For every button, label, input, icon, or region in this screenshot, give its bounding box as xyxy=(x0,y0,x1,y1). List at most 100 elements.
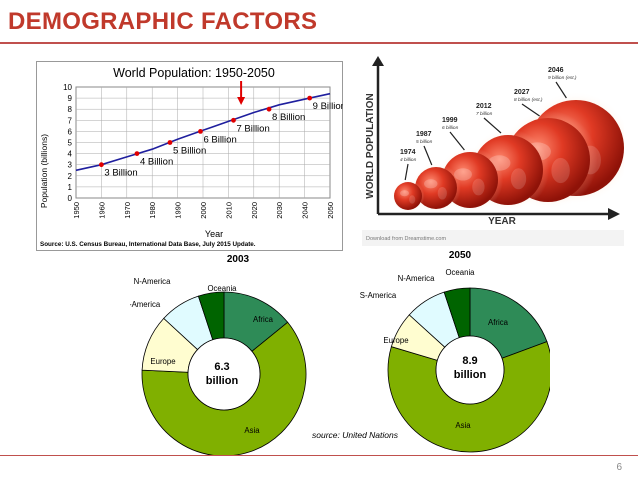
donut-slice-label: Europe xyxy=(150,357,175,366)
globe-x-axis-label: YEAR xyxy=(488,216,517,227)
donut-center-unit: billion xyxy=(206,375,239,387)
line-chart-x-tick-label: 2050 xyxy=(326,202,335,219)
globe-population-label: 8 billion (est.) xyxy=(514,97,543,103)
globe-year-label: 2012 xyxy=(476,103,492,110)
globe-population-label: 6 billion xyxy=(442,125,459,131)
donut-slice-label: S-America xyxy=(130,300,161,309)
line-chart-milestone-label: 9 Billion xyxy=(313,101,343,112)
line-chart-y-tick-label: 2 xyxy=(68,172,73,181)
line-chart-milestone-point xyxy=(307,95,313,101)
donut-chart-title: 2050 xyxy=(449,250,472,261)
globe-pointer-arrow xyxy=(555,81,567,99)
globe-pointer-arrow xyxy=(521,103,540,117)
line-chart-panel: World Population: 1950-2050 Population (… xyxy=(36,61,346,251)
line-chart-milestone-point xyxy=(198,129,203,134)
line-chart-milestone-point xyxy=(167,140,173,145)
donut-slice-label: Europe xyxy=(383,336,408,345)
line-chart-milestone-point xyxy=(99,162,104,168)
line-chart-y-tick-label: 5 xyxy=(68,139,73,148)
line-chart-y-tick-label: 1 xyxy=(68,183,73,192)
globe-population-label: 5 billion xyxy=(416,139,433,145)
line-chart-x-axis-label: Year xyxy=(205,229,223,239)
globe-watermark: Download from Dreamstime.com xyxy=(366,236,446,242)
line-chart-y-ticks: 0 1 2 3 4 5 6 7 8 9 10 xyxy=(63,83,72,203)
line-chart-series-line xyxy=(75,92,331,172)
line-chart-milestone-point xyxy=(266,106,272,112)
line-chart-source: Source: U.S. Census Bureau, Internationa… xyxy=(40,241,256,248)
line-chart-y-axis-label: Population (billions) xyxy=(39,134,49,208)
donut-slice-label: S-America xyxy=(360,291,397,300)
line-chart-x-tick-label: 2010 xyxy=(224,202,233,219)
footer-divider xyxy=(0,455,638,456)
arrow-head-icon xyxy=(237,97,246,105)
line-chart-x-tick-label: 2000 xyxy=(199,202,208,219)
globe-population-label: 9 billion (est.) xyxy=(548,75,577,81)
line-chart-title: World Population: 1950-2050 xyxy=(113,66,275,80)
donut-center-value: 6.3 xyxy=(214,361,229,373)
line-chart-y-tick-label: 3 xyxy=(68,161,73,170)
line-chart-y-tick-label: 9 xyxy=(68,94,73,103)
globe-y-axis-label: WORLD POPULATION xyxy=(365,93,376,198)
line-chart-y-tick-label: 7 xyxy=(68,116,73,125)
slide-title: DEMOGRAPHIC FACTORS xyxy=(8,8,318,35)
donut-slice-label: Oceania xyxy=(445,268,475,277)
donut-slice-label: Africa xyxy=(253,315,274,324)
line-chart-x-tick-label: 2040 xyxy=(301,202,310,219)
line-chart-milestone-label: 3 Billion xyxy=(104,168,137,179)
globe-year-label: 2027 xyxy=(514,89,530,96)
globe-population-label: 7 billion xyxy=(476,111,493,117)
globe-year-label: 1987 xyxy=(416,131,432,138)
globe-year-label: 1974 xyxy=(400,149,416,156)
donut-charts-panel: AfricaAsiaEuropeS-AmericaN-AmericaOceani… xyxy=(124,246,553,457)
globe-pointer-arrow xyxy=(404,163,409,181)
line-chart-y-tick-label: 4 xyxy=(68,150,73,159)
line-chart-milestone-point xyxy=(134,151,140,156)
page-number: 6 xyxy=(616,462,622,473)
line-chart-x-tick-label: 1950 xyxy=(72,202,81,219)
line-chart: World Population: 1950-2050 Population (… xyxy=(36,61,346,251)
line-chart-y-tick-label: 6 xyxy=(68,127,73,136)
line-chart-milestone-label: 5 Billion xyxy=(173,146,206,157)
line-chart-x-tick-label: 1990 xyxy=(174,202,183,219)
line-chart-milestone-point xyxy=(231,117,236,123)
line-chart-x-tick-label: 2030 xyxy=(275,202,284,219)
globe-year-label: 1999 xyxy=(442,117,458,124)
globe-pointer-arrow xyxy=(483,117,502,134)
donut-chart-title: 2003 xyxy=(227,254,250,265)
title-divider xyxy=(0,42,638,44)
line-chart-x-tick-label: 1970 xyxy=(123,202,132,219)
donut-slice-label: Oceania xyxy=(207,284,237,293)
line-chart-x-tick-label: 1980 xyxy=(148,202,157,219)
line-chart-milestone-label: 6 Billion xyxy=(203,134,236,145)
globe-icon xyxy=(394,182,422,210)
globe-icon xyxy=(415,167,457,209)
donut-charts: AfricaAsiaEuropeS-AmericaN-AmericaOceani… xyxy=(124,250,553,457)
donut-slice-label: Africa xyxy=(488,318,509,327)
line-chart-y-tick-label: 10 xyxy=(63,83,72,92)
globe-graphic-panel: WORLD POPULATION YEAR 1974 4 billion 1987 5… xyxy=(362,56,633,246)
donut-slice-label: N-America xyxy=(398,274,435,283)
donut-slice-label: Asia xyxy=(244,426,260,435)
donut-center-value: 8.9 xyxy=(462,355,477,367)
line-chart-milestone-label: 8 Billion xyxy=(272,112,305,123)
donut-source: source: United Nations xyxy=(312,430,399,440)
line-chart-y-tick-label: 8 xyxy=(68,105,73,114)
globe-pointer-arrow xyxy=(449,131,465,151)
donut-chart-2003: Africa Asia Europe S-America N-America Oceani… xyxy=(124,254,307,457)
line-chart-y-tick-label: 0 xyxy=(68,194,73,203)
line-chart-x-ticks: 1950 1960 1970 1980 1990 2000 2010 2020 2030 2040… xyxy=(72,202,335,219)
line-chart-milestone-label: 4 Billion xyxy=(140,157,173,168)
line-chart-milestone-label: 7 Billion xyxy=(236,123,269,134)
donut-slice-label: N-America xyxy=(134,277,171,286)
donut-slice-label: Asia xyxy=(455,421,471,430)
globe-year-label: 2046 xyxy=(548,67,564,74)
donut-center-unit: billion xyxy=(454,369,487,381)
globe-pointer-arrow xyxy=(423,145,433,166)
line-chart-x-tick-label: 2020 xyxy=(250,202,259,219)
line-chart-x-tick-label: 1960 xyxy=(97,202,106,219)
line-chart-arrow xyxy=(237,81,246,105)
